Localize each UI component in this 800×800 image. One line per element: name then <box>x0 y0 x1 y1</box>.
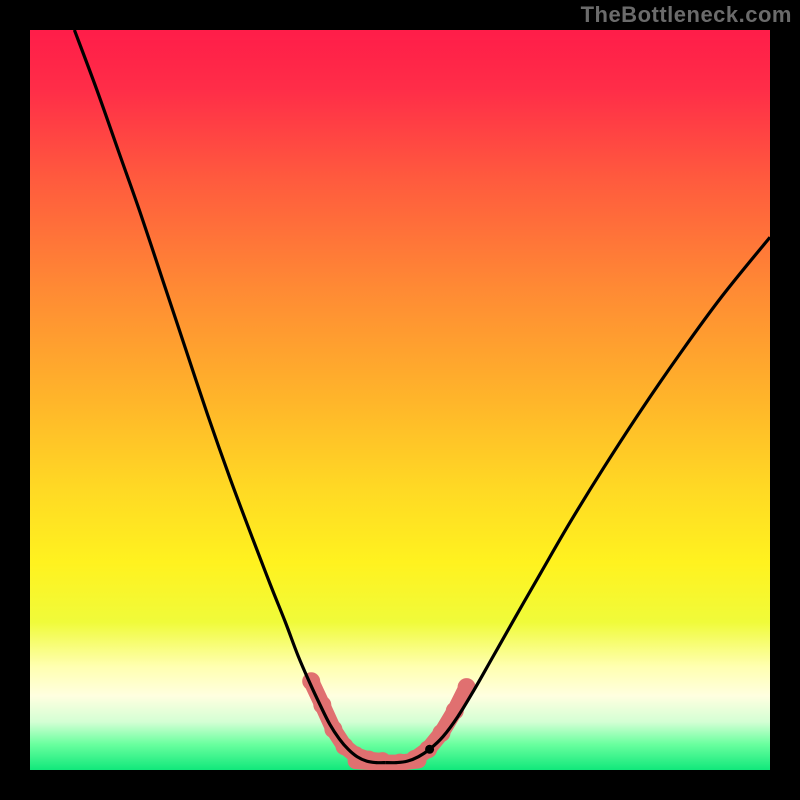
chart-stage: TheBottleneck.com <box>0 0 800 800</box>
curve-marker-dot <box>425 745 434 754</box>
bottleneck-chart <box>0 0 800 800</box>
chart-background <box>30 30 770 770</box>
watermark-text: TheBottleneck.com <box>581 2 792 28</box>
